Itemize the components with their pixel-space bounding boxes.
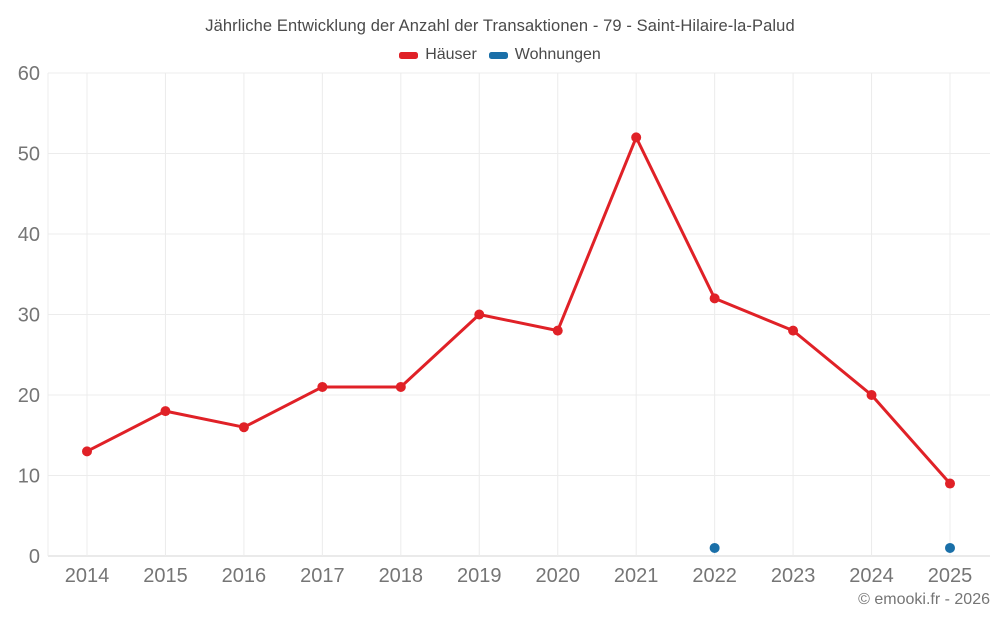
chart-legend: Häuser Wohnungen xyxy=(0,46,1000,64)
x-axis-tick-label: 2019 xyxy=(457,565,502,587)
x-axis-tick-label: 2021 xyxy=(614,565,659,587)
wohnungen-point[interactable] xyxy=(709,542,720,553)
y-axis-tick-label: 20 xyxy=(18,385,40,407)
häuser-point[interactable] xyxy=(238,422,249,433)
häuser-point[interactable] xyxy=(866,390,877,400)
häuser-point[interactable] xyxy=(709,293,720,304)
x-axis-tick-label: 2018 xyxy=(379,565,424,587)
legend-label-haeuser: Häuser xyxy=(425,46,477,63)
häuser-point[interactable] xyxy=(474,309,485,320)
häuser-line xyxy=(85,135,952,486)
x-axis-tick-label: 2014 xyxy=(65,565,110,587)
chart-title: Jährliche Entwicklung der Anzahl der Tra… xyxy=(205,17,795,35)
legend-swatch-wohnungen-icon xyxy=(488,51,508,59)
häuser-point[interactable] xyxy=(945,478,955,489)
x-axis-tick-label: 2015 xyxy=(143,565,188,587)
y-axis-tick-label: 40 xyxy=(18,224,40,246)
x-axis-tick-label: 2025 xyxy=(928,565,973,587)
wohnungen-point[interactable] xyxy=(945,542,955,553)
legend-swatch-haeuser-icon xyxy=(399,51,419,59)
häuser-point[interactable] xyxy=(82,446,92,457)
x-axis-tick-label: 2020 xyxy=(535,565,580,587)
y-axis-tick-label: 0 xyxy=(29,546,40,568)
y-axis-tick-label: 10 xyxy=(18,466,40,488)
legend-label-wohnungen: Wohnungen xyxy=(514,46,601,63)
x-axis-tick-label: 2022 xyxy=(692,565,737,587)
legend-item-wohnungen[interactable]: Wohnungen xyxy=(488,46,601,64)
x-axis-tick-label: 2017 xyxy=(300,565,345,587)
legend-item-haeuser[interactable]: Häuser xyxy=(399,46,477,64)
häuser-point[interactable] xyxy=(788,325,799,336)
häuser-point[interactable] xyxy=(160,406,171,417)
häuser-point[interactable] xyxy=(552,325,563,336)
häuser-point[interactable] xyxy=(631,132,642,143)
y-axis-tick-label: 60 xyxy=(18,63,40,85)
x-axis-tick-label: 2023 xyxy=(771,565,816,587)
häuser-point[interactable] xyxy=(317,381,328,392)
x-axis-tick-label: 2024 xyxy=(849,565,894,587)
y-axis-tick-label: 50 xyxy=(18,144,40,166)
x-axis-tick-label: 2016 xyxy=(222,565,267,587)
häuser-point[interactable] xyxy=(395,381,406,392)
y-axis-tick-label: 30 xyxy=(18,305,40,327)
copyright-text: © emooki.fr - 2026 xyxy=(858,591,990,608)
